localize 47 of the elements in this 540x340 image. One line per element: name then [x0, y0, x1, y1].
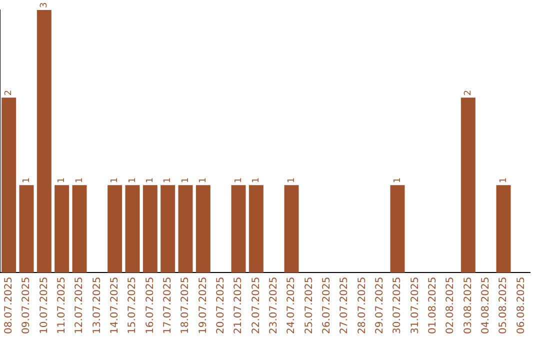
x-tick-label: 22.07.2025: [250, 276, 262, 334]
x-tick-label: 29.07.2025: [374, 276, 386, 334]
data-label: 1: [22, 177, 32, 184]
x-tick-label: 23.07.2025: [268, 276, 280, 334]
x-tick-label: 25.07.2025: [304, 276, 315, 334]
x-tick-label: 14.07.2025: [109, 276, 120, 334]
x-tick-label: 24.07.2025: [286, 276, 298, 334]
x-tick-label: 13.07.2025: [92, 276, 103, 334]
x-tick-label: 31.07.2025: [410, 276, 421, 334]
x-tick-label: 15.07.2025: [127, 276, 138, 334]
data-label: 1: [498, 177, 509, 184]
data-label: 2: [4, 90, 14, 96]
x-tick-label: 04.08.2025: [480, 276, 492, 334]
x-tick-label: 03.08.2025: [462, 276, 474, 334]
x-tick-label: 18.07.2025: [180, 276, 192, 334]
x-tick-label: 16.07.2025: [144, 276, 156, 334]
x-tick-label: 20.07.2025: [215, 276, 226, 334]
x-tick-label: 26.07.2025: [321, 276, 332, 334]
x-tick-label: 10.07.2025: [38, 276, 50, 334]
x-tick-label: 11.07.2025: [56, 276, 68, 334]
data-label: 1: [57, 177, 68, 184]
x-tick-label: 28.07.2025: [356, 276, 368, 334]
data-label: 1: [74, 177, 85, 184]
data-label: 3: [40, 2, 50, 8]
data-label: 1: [392, 177, 403, 184]
x-tick-label: 02.08.2025: [445, 276, 456, 334]
x-tick-label: 30.07.2025: [392, 276, 404, 334]
x-tick-label: 06.08.2025: [516, 276, 527, 334]
x-tick-label: 01.08.2025: [427, 276, 438, 334]
data-label: 1: [128, 177, 138, 184]
x-tick-label: 19.07.2025: [198, 276, 209, 334]
data-label: 1: [180, 177, 191, 184]
data-label: 1: [252, 177, 262, 184]
x-tick-label: 08.07.2025: [3, 276, 14, 334]
data-label: 1: [234, 177, 244, 184]
x-tick-label: 21.07.2025: [233, 276, 244, 334]
x-tick-label: 05.08.2025: [498, 276, 510, 334]
data-label: 2: [464, 90, 474, 96]
x-tick-label: 27.07.2025: [339, 276, 350, 334]
x-tick-label: 12.07.2025: [74, 276, 86, 334]
data-label: 1: [146, 177, 156, 184]
data-label: 1: [163, 177, 174, 184]
x-tick-label: 09.07.2025: [21, 276, 32, 334]
data-label: 1: [110, 177, 120, 184]
data-label: 1: [286, 177, 297, 184]
data-label: 1: [198, 177, 209, 184]
x-tick-label: 17.07.2025: [162, 276, 174, 334]
